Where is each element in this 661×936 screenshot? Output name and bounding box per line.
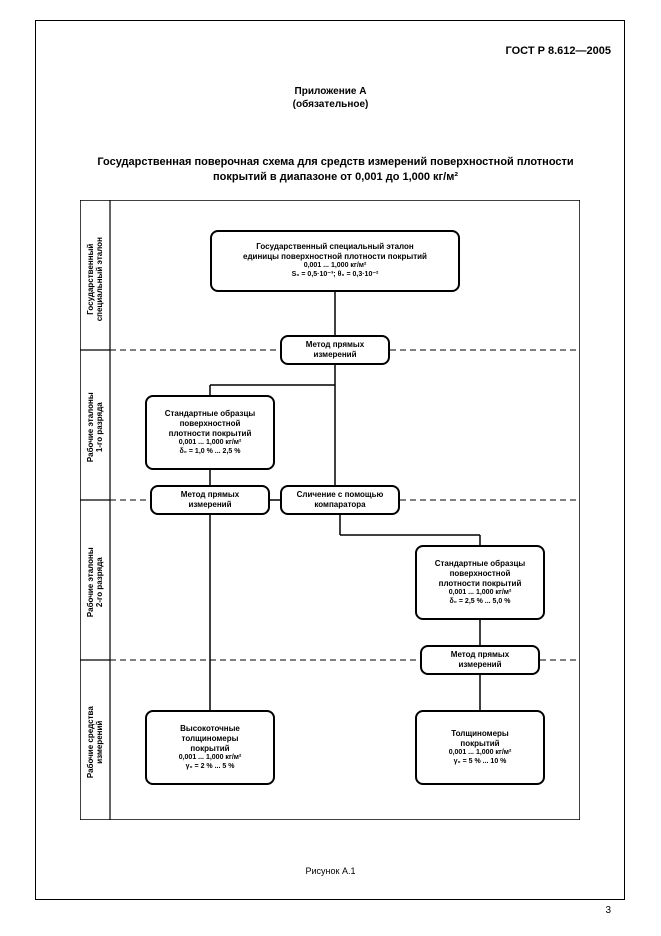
figure-label: Рисунок А.1 [0,866,661,876]
row-label-4: Рабочие средстваизмерений [86,682,104,802]
appendix-heading: Приложение А (обязательное) [0,85,661,111]
appendix-note: (обязательное) [293,99,369,110]
node-instrument-precise: Высокоточные толщиномеры покрытий 0,001 … [145,710,275,785]
node-method-direct-2: Метод прямых измерений [150,485,270,515]
diagram-title: Государственная поверочная схема для сре… [60,155,611,186]
document-id: ГОСТ Р 8.612—2005 [506,45,611,57]
node-method-comparator: Сличение с помощью компаратора [280,485,400,515]
node-state-standard: Государственный специальный эталон едини… [210,230,460,292]
row-label-1: Государственныйспециальный эталон [86,209,104,349]
node-method-direct-1: Метод прямых измерений [280,335,390,365]
page-number: 3 [605,905,611,916]
title-line-2: покрытий в диапазоне от 0,001 до 1,000 к… [213,171,458,183]
appendix-label: Приложение А [295,86,367,97]
node-working-std-2: Стандартные образцы поверхностной плотно… [415,545,545,620]
flowchart: Государственныйспециальный эталон Рабочи… [80,200,580,820]
node-working-std-1: Стандартные образцы поверхностной плотно… [145,395,275,470]
row-label-3: Рабочие эталоны2-го разряда [86,522,104,642]
row-label-2: Рабочие эталоны1-го разряда [86,367,104,487]
node-instrument-thickness: Толщиномеры покрытий 0,001 ... 1,000 кг/… [415,710,545,785]
title-line-1: Государственная поверочная схема для сре… [97,156,573,168]
node-method-direct-3: Метод прямых измерений [420,645,540,675]
